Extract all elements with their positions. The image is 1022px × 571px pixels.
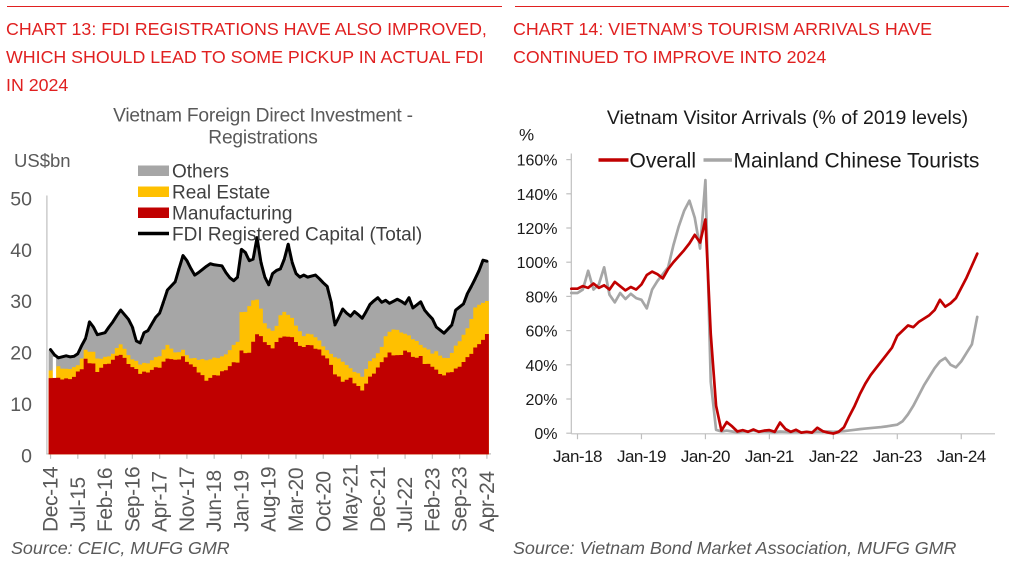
- svg-text:Jan-19: Jan-19: [230, 470, 253, 532]
- svg-text:Feb-23: Feb-23: [421, 468, 444, 532]
- svg-text:Real Estate: Real Estate: [172, 183, 270, 204]
- svg-text:Jan-18: Jan-18: [553, 447, 602, 466]
- svg-text:Jan-19: Jan-19: [617, 447, 666, 466]
- svg-text:Manufacturing: Manufacturing: [172, 204, 292, 225]
- svg-text:Sep-16: Sep-16: [121, 467, 144, 532]
- svg-text:Nov-17: Nov-17: [176, 467, 199, 532]
- svg-text:Jan-20: Jan-20: [681, 447, 730, 466]
- svg-text:80%: 80%: [525, 289, 557, 306]
- svg-text:Jan-21: Jan-21: [745, 447, 794, 466]
- svg-text:0: 0: [21, 446, 32, 468]
- svg-text:Aug-19: Aug-19: [258, 467, 281, 532]
- svg-text:100%: 100%: [517, 255, 558, 272]
- svg-text:0%: 0%: [534, 426, 557, 443]
- svg-text:Vietnam Visitor Arrivals (% of: Vietnam Visitor Arrivals (% of 2019 leve…: [607, 107, 968, 129]
- svg-text:Mainland Chinese Tourists: Mainland Chinese Tourists: [734, 150, 980, 173]
- svg-text:50: 50: [10, 188, 32, 210]
- svg-text:Mar-20: Mar-20: [285, 468, 308, 532]
- svg-text:20: 20: [10, 343, 32, 365]
- svg-text:60%: 60%: [525, 324, 557, 341]
- svg-text:Others: Others: [172, 162, 229, 183]
- svg-text:Jun-18: Jun-18: [203, 470, 226, 532]
- svg-text:Vietnam Foreign Direct Investm: Vietnam Foreign Direct Investment -: [113, 106, 413, 127]
- svg-text:Jul-22: Jul-22: [394, 477, 417, 532]
- svg-text:Dec-14: Dec-14: [40, 466, 63, 532]
- svg-text:%: %: [519, 126, 534, 145]
- svg-text:40%: 40%: [525, 358, 557, 375]
- svg-text:Registrations: Registrations: [208, 128, 317, 149]
- svg-text:Jul-15: Jul-15: [67, 477, 90, 532]
- svg-text:Sep-23: Sep-23: [449, 467, 472, 532]
- svg-text:Jan-24: Jan-24: [937, 447, 986, 466]
- svg-text:Feb-16: Feb-16: [94, 468, 117, 532]
- svg-text:US$bn: US$bn: [14, 150, 71, 171]
- svg-text:120%: 120%: [517, 221, 558, 238]
- svg-text:Apr-17: Apr-17: [149, 471, 172, 532]
- svg-text:140%: 140%: [517, 187, 558, 204]
- svg-text:Dec-21: Dec-21: [367, 467, 390, 532]
- svg-text:30: 30: [10, 291, 32, 313]
- svg-text:Overall: Overall: [630, 150, 697, 173]
- svg-text:40: 40: [10, 240, 32, 262]
- svg-text:160%: 160%: [517, 153, 558, 170]
- svg-text:Apr-24: Apr-24: [476, 471, 499, 532]
- svg-text:Jan-23: Jan-23: [873, 447, 922, 466]
- svg-text:10: 10: [10, 394, 32, 416]
- svg-text:Jan-22: Jan-22: [809, 447, 858, 466]
- svg-text:20%: 20%: [525, 392, 557, 409]
- svg-text:FDI Registered Capital (Total): FDI Registered Capital (Total): [172, 225, 422, 246]
- svg-text:May-21: May-21: [340, 464, 363, 532]
- svg-text:Oct-20: Oct-20: [312, 471, 335, 532]
